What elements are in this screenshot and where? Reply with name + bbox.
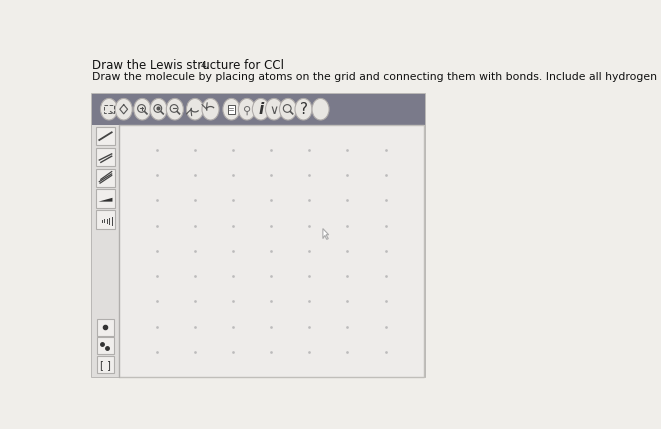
FancyBboxPatch shape <box>92 94 425 125</box>
Text: [ ]: [ ] <box>100 360 111 370</box>
Ellipse shape <box>115 98 132 120</box>
Text: ?: ? <box>299 103 307 118</box>
FancyBboxPatch shape <box>119 125 424 377</box>
Ellipse shape <box>100 98 118 120</box>
Polygon shape <box>323 229 329 239</box>
Ellipse shape <box>295 98 312 120</box>
FancyBboxPatch shape <box>97 356 114 372</box>
FancyBboxPatch shape <box>92 94 425 377</box>
Polygon shape <box>98 198 112 202</box>
FancyBboxPatch shape <box>97 337 114 354</box>
Ellipse shape <box>253 98 270 120</box>
FancyBboxPatch shape <box>97 127 115 145</box>
FancyBboxPatch shape <box>92 125 119 377</box>
Ellipse shape <box>134 98 151 120</box>
Ellipse shape <box>280 98 297 120</box>
Text: Draw the molecule by placing atoms on the grid and connecting them with bonds. I: Draw the molecule by placing atoms on th… <box>92 72 661 82</box>
Ellipse shape <box>266 98 282 120</box>
Ellipse shape <box>186 98 204 120</box>
FancyBboxPatch shape <box>97 210 115 229</box>
FancyBboxPatch shape <box>97 189 115 208</box>
Ellipse shape <box>239 98 255 120</box>
Bar <box>104 106 114 113</box>
Ellipse shape <box>167 98 183 120</box>
FancyBboxPatch shape <box>97 319 114 335</box>
Text: ⚲: ⚲ <box>243 106 251 116</box>
Text: i: i <box>258 103 264 118</box>
Text: Draw the Lewis structure for CCl: Draw the Lewis structure for CCl <box>92 59 284 72</box>
Bar <box>227 105 235 114</box>
Ellipse shape <box>223 98 240 120</box>
Ellipse shape <box>312 98 329 120</box>
FancyBboxPatch shape <box>97 148 115 166</box>
Ellipse shape <box>202 98 219 120</box>
Text: 4: 4 <box>200 61 206 70</box>
Ellipse shape <box>150 98 167 120</box>
Text: .: . <box>206 59 210 72</box>
Text: ∨: ∨ <box>270 103 279 117</box>
FancyBboxPatch shape <box>97 169 115 187</box>
